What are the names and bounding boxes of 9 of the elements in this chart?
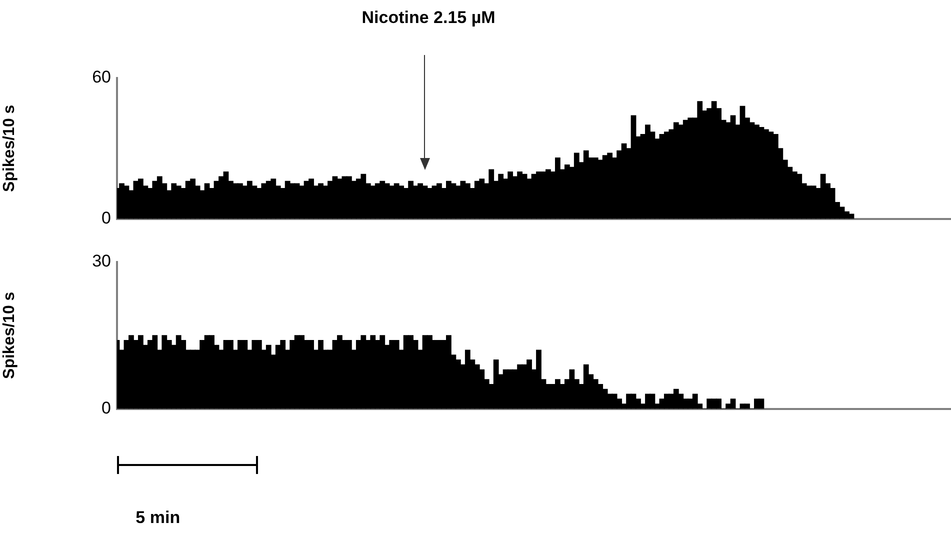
text: Nicotine 2.15 µM [362,8,496,28]
y-tick-label: 0 [102,398,111,418]
y-tick-label: 0 [102,208,111,228]
y-tick-label: 60 [92,68,111,87]
text: 5 min [136,508,180,528]
y-tick-label: 30 [92,252,111,271]
y-axis-title: Spikes/10 s [1,292,18,379]
y-axis-title: Spikes/10 s [1,104,18,192]
bar [706,398,712,409]
